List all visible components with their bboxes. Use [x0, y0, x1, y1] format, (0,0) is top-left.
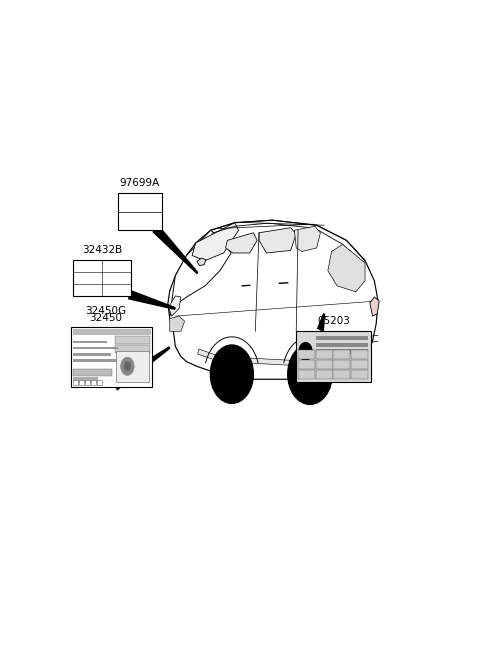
- Bar: [315, 350, 368, 354]
- Polygon shape: [113, 346, 170, 391]
- Polygon shape: [170, 316, 185, 331]
- Bar: [316, 370, 333, 379]
- Polygon shape: [197, 258, 206, 266]
- Bar: [73, 341, 107, 343]
- Circle shape: [303, 348, 308, 354]
- Circle shape: [296, 355, 324, 394]
- Bar: [334, 360, 350, 369]
- Bar: [316, 350, 333, 359]
- Bar: [334, 350, 350, 359]
- Text: 32450G: 32450G: [84, 306, 126, 316]
- Polygon shape: [192, 222, 239, 260]
- Bar: [73, 359, 122, 361]
- Bar: [296, 331, 371, 382]
- Circle shape: [226, 366, 238, 382]
- Bar: [72, 329, 151, 335]
- Bar: [315, 343, 368, 347]
- Bar: [73, 377, 98, 383]
- Bar: [73, 369, 112, 376]
- Bar: [315, 337, 368, 340]
- Bar: [79, 380, 84, 385]
- Polygon shape: [259, 228, 296, 253]
- Circle shape: [124, 361, 131, 371]
- Polygon shape: [128, 289, 176, 310]
- Circle shape: [120, 358, 134, 375]
- Text: 32432B: 32432B: [82, 245, 122, 255]
- Bar: [73, 353, 110, 356]
- Bar: [73, 380, 78, 385]
- Circle shape: [299, 342, 312, 361]
- Bar: [298, 350, 315, 359]
- Bar: [91, 380, 96, 385]
- Polygon shape: [294, 226, 321, 251]
- Polygon shape: [170, 230, 231, 316]
- Bar: [115, 337, 150, 344]
- Bar: [334, 370, 350, 379]
- Bar: [115, 346, 150, 353]
- Circle shape: [288, 344, 332, 405]
- Bar: [73, 260, 131, 296]
- Text: 05203: 05203: [317, 316, 350, 326]
- Bar: [85, 380, 90, 385]
- Bar: [351, 350, 368, 359]
- Bar: [116, 351, 149, 382]
- Circle shape: [218, 356, 245, 392]
- Bar: [73, 347, 118, 350]
- Polygon shape: [226, 233, 257, 253]
- Bar: [351, 370, 368, 379]
- Polygon shape: [328, 245, 365, 292]
- Bar: [351, 360, 368, 369]
- Circle shape: [303, 365, 317, 383]
- Polygon shape: [317, 313, 325, 332]
- Circle shape: [210, 345, 253, 403]
- Bar: [298, 370, 315, 379]
- Bar: [316, 360, 333, 369]
- Polygon shape: [152, 223, 198, 274]
- Bar: [71, 327, 152, 387]
- Polygon shape: [168, 296, 181, 316]
- Circle shape: [301, 346, 310, 358]
- Bar: [298, 360, 315, 369]
- Polygon shape: [198, 349, 321, 365]
- Text: 32450: 32450: [89, 313, 122, 323]
- Bar: [97, 380, 102, 385]
- Polygon shape: [168, 220, 378, 379]
- Bar: [118, 194, 162, 230]
- Text: 97699A: 97699A: [120, 178, 160, 188]
- Polygon shape: [370, 297, 379, 316]
